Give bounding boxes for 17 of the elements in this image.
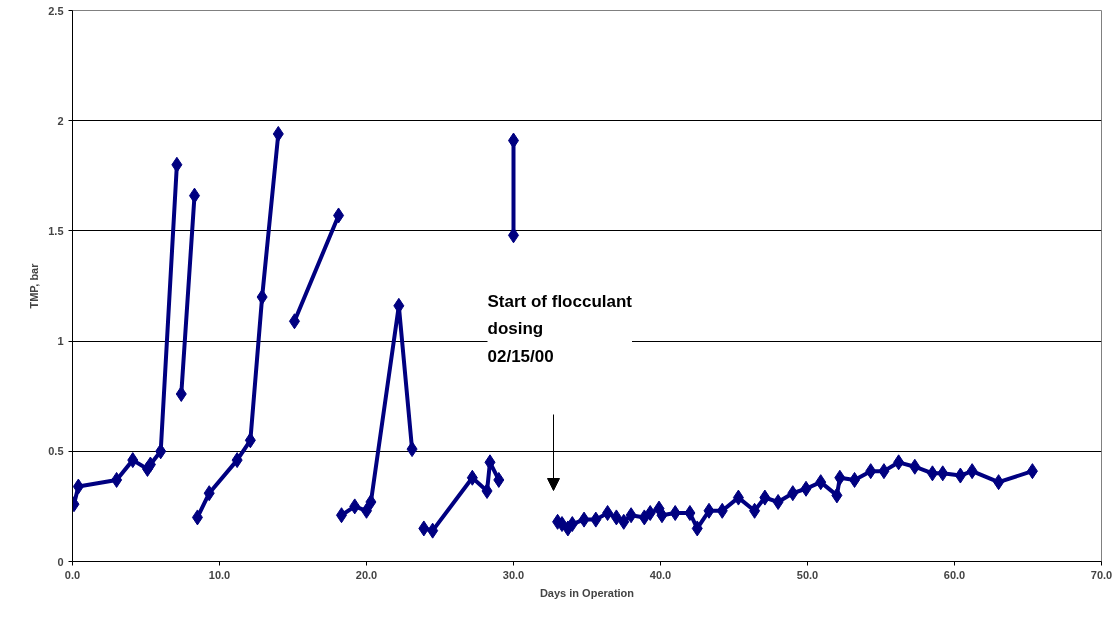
x-tick-label: 0.0 (64, 568, 81, 581)
y-tick-label: 1.5 (48, 224, 64, 237)
x-tick-label: 50.0 (796, 568, 819, 581)
y-axis-title: TMP, bar (28, 262, 41, 309)
x-tick-label: 20.0 (355, 568, 378, 581)
y-tick-label: 2.5 (48, 4, 64, 17)
x-tick-label: 70.0 (1090, 568, 1113, 581)
y-tick-label: 0.5 (48, 445, 64, 458)
y-tick-label: 2 (57, 114, 64, 127)
y-tick-label: 1 (57, 335, 64, 348)
x-tick-label: 30.0 (502, 568, 525, 581)
y-tick-label: 0 (57, 555, 64, 568)
x-tick-label: 60.0 (943, 568, 966, 581)
x-axis-title: Days in Operation (539, 586, 635, 599)
annotation: Start of flocculant dosing 02/15/00 (487, 291, 633, 366)
x-tick-label: 40.0 (649, 568, 672, 581)
x-tick-label: 10.0 (208, 568, 231, 581)
